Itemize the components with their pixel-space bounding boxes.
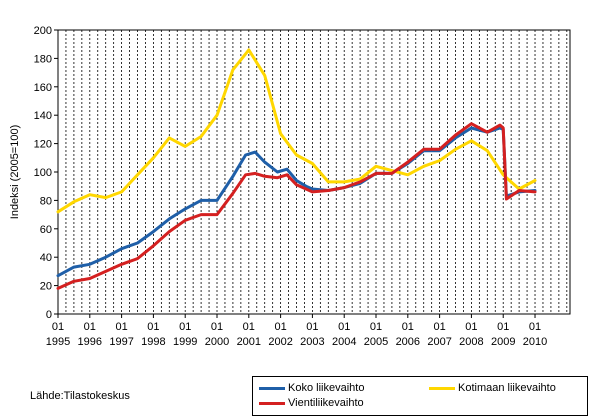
y-tick-label: 140 (34, 110, 52, 122)
x-tick-year: 1996 (78, 336, 102, 348)
legend-label-kotimaan: Kotimaan liikevaihto (458, 382, 556, 394)
y-tick-label: 20 (40, 281, 52, 293)
y-tick-label: 40 (40, 252, 52, 264)
y-axis-label: Indeksi (2005=100) (9, 125, 21, 219)
x-tick-year: 2003 (300, 336, 324, 348)
y-tick-label: 120 (34, 139, 52, 151)
x-tick-year: 2009 (491, 336, 515, 348)
x-tick-month: 01 (338, 321, 350, 333)
legend: Koko liikevaihto Kotimaan liikevaihto Vi… (252, 376, 588, 416)
legend-item-vienti: Vientiliikevaihto (259, 397, 364, 409)
x-tick-month: 01 (115, 321, 127, 333)
x-tick-labels: 01 1995 01 1996 01 1997 01 1998 01 1999 01 2000 01 20… (46, 321, 548, 348)
x-tick-year: 2005 (364, 336, 388, 348)
x-tick-month: 01 (147, 321, 159, 333)
x-tick-month: 01 (370, 321, 382, 333)
legend-swatch-vienti (259, 401, 285, 405)
y-tick-label: 100 (34, 167, 52, 179)
axes (54, 29, 571, 318)
y-tick-label: 60 (40, 224, 52, 236)
x-tick-month: 01 (529, 321, 541, 333)
x-tick-year: 2006 (396, 336, 420, 348)
y-tick-label: 0 (46, 309, 52, 321)
y-tick-label: 180 (34, 53, 52, 65)
x-tick-month: 01 (306, 321, 318, 333)
x-tick-month: 01 (52, 321, 64, 333)
x-tick-year: 2008 (459, 336, 483, 348)
y-tick-label: 80 (40, 195, 52, 207)
x-tick-month: 01 (243, 321, 255, 333)
x-tick-year: 1997 (109, 336, 133, 348)
y-tick-label: 200 (34, 25, 52, 37)
legend-label-koko: Koko liikevaihto (288, 382, 365, 394)
x-tick-year: 2010 (523, 336, 547, 348)
source-note: Lähde:Tilastokeskus (30, 390, 130, 402)
x-tick-year: 2002 (268, 336, 292, 348)
series-line-1 (56, 48, 537, 214)
x-tick-year: 2000 (205, 336, 229, 348)
x-tick-year: 1995 (46, 336, 70, 348)
series-line-2 (56, 122, 537, 290)
x-tick-month: 01 (211, 321, 223, 333)
x-tick-year: 1999 (173, 336, 197, 348)
legend-label-vienti: Vientiliikevaihto (288, 397, 364, 409)
x-tick-year: 2007 (427, 336, 451, 348)
x-tick-month: 01 (84, 321, 96, 333)
series-line-0 (56, 126, 537, 278)
legend-item-koko: Koko liikevaihto (259, 382, 364, 394)
legend-swatch-koko (259, 386, 285, 390)
x-tick-month: 01 (179, 321, 191, 333)
y-tick-label: 160 (34, 82, 52, 94)
legend-item-kotimaan: Kotimaan liikevaihto (429, 382, 556, 394)
x-tick-month: 01 (274, 321, 286, 333)
x-tick-month: 01 (497, 321, 509, 333)
x-tick-month: 01 (402, 321, 414, 333)
legend-swatch-kotimaan (429, 386, 455, 390)
x-tick-month: 01 (465, 321, 477, 333)
grid-lines (57, 30, 568, 314)
y-tick-labels: 0 20 40 60 80 100 120 140 160 180 200 (34, 25, 52, 321)
x-tick-year: 1998 (141, 336, 165, 348)
x-tick-month: 01 (433, 321, 445, 333)
x-tick-year: 2004 (332, 336, 356, 348)
plot-frame (57, 29, 571, 315)
x-tick-year: 2001 (237, 336, 261, 348)
series-lines (56, 48, 537, 290)
